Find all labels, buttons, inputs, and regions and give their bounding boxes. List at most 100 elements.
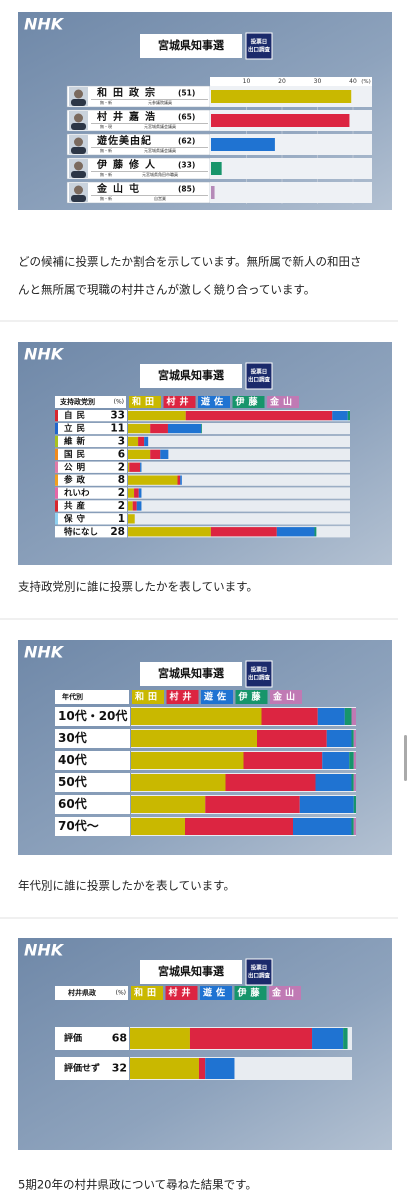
bar-segment xyxy=(150,449,161,459)
unit-label: (%) xyxy=(116,990,126,997)
bar-track xyxy=(210,182,372,203)
bar-segment xyxy=(180,475,182,485)
bar-segment xyxy=(128,411,186,421)
photo-head xyxy=(74,137,83,147)
candidate-name: 伊藤修人 xyxy=(96,158,161,171)
x-tick-label: 40 xyxy=(349,78,357,85)
bar-segment xyxy=(138,436,145,447)
bar-segment xyxy=(326,730,352,747)
bar-segment xyxy=(177,475,181,485)
row-value: 32 xyxy=(112,1062,127,1075)
row-value: 11 xyxy=(110,423,125,435)
party-strip xyxy=(55,474,58,486)
bar-segment xyxy=(130,1028,190,1049)
group-header: 支持政党別 xyxy=(59,397,95,406)
bar-segment xyxy=(353,774,356,791)
badge xyxy=(245,958,273,986)
bar-segment xyxy=(243,752,323,769)
bar-segment xyxy=(312,1028,344,1049)
bar-segment xyxy=(261,708,318,725)
logo: NHK xyxy=(24,941,65,960)
legend-label: 遊佐 xyxy=(203,987,229,999)
party-strip xyxy=(55,513,58,525)
x-tick-label: 10 xyxy=(243,78,251,85)
bar-segment xyxy=(130,1058,199,1079)
legend-label: 遊佐 xyxy=(204,691,230,703)
caption: 年代別に誰に投票したかを表しています。 xyxy=(18,879,235,893)
row-label: れいわ xyxy=(64,489,90,499)
legend-swatch xyxy=(201,690,233,704)
row-label-box xyxy=(55,729,130,748)
row-label: 40代 xyxy=(58,752,87,767)
row-label: 特になし xyxy=(64,526,98,537)
bar-segment xyxy=(128,462,130,472)
bar-segment xyxy=(343,1028,348,1049)
bar-segment xyxy=(344,708,352,725)
bar-segment xyxy=(347,411,350,421)
photo-body xyxy=(71,147,86,154)
legend-label: 和田 xyxy=(134,691,161,703)
bar-segment xyxy=(315,774,352,791)
candidate-name: 和田政宗 xyxy=(96,86,161,99)
badge-text: 投票日 xyxy=(251,964,268,972)
header-box xyxy=(55,690,129,704)
bar-segment xyxy=(351,774,354,791)
legend-label: 村井 xyxy=(166,396,192,408)
bar-segment xyxy=(353,818,356,835)
row-label: 60代 xyxy=(58,796,87,811)
legend-label: 金山 xyxy=(269,396,296,408)
candidate-age: (62) xyxy=(178,137,195,146)
photo-body xyxy=(71,195,86,202)
row-label-box xyxy=(55,817,130,836)
title-box xyxy=(140,662,242,686)
bar-segment xyxy=(293,818,352,835)
row-label-box xyxy=(55,448,127,460)
legend-swatch xyxy=(163,396,196,408)
bar-segment xyxy=(210,527,277,537)
bar-segment xyxy=(353,752,356,769)
legend-label: 和田 xyxy=(131,396,158,408)
row-value: 1 xyxy=(118,513,125,525)
row-label: 維新 xyxy=(64,436,89,447)
row-label: 公明 xyxy=(64,463,89,473)
bar-segment xyxy=(201,423,202,434)
row-label-box xyxy=(55,487,127,499)
candidate-career: 元宮城県角田市職員 xyxy=(142,171,178,177)
chart-title: 宮城県知事選 xyxy=(158,666,224,680)
badge-text: 投票日 xyxy=(251,38,268,46)
bar-segment xyxy=(144,436,149,447)
legend-swatch xyxy=(269,986,301,1000)
logo: NHK xyxy=(24,345,65,364)
badge-text: 出口調査 xyxy=(248,46,271,54)
bar-segment xyxy=(322,752,350,769)
row-label-box xyxy=(55,500,127,512)
bar-track xyxy=(128,487,350,499)
bar-segment xyxy=(314,527,317,537)
candidate-career: 元宮城県議会議員 xyxy=(144,123,176,129)
row-label-box xyxy=(55,422,127,435)
badge xyxy=(245,660,273,688)
chart-title: 宮城県知事選 xyxy=(158,368,224,382)
chart-title: 宮城県知事選 xyxy=(158,964,224,978)
bar-segment xyxy=(128,423,151,434)
badge-text: 出口調査 xyxy=(248,972,271,980)
bar-segment xyxy=(189,1028,313,1049)
x-tick-label: 30 xyxy=(314,78,322,85)
bar-segment xyxy=(128,436,139,447)
legend-swatch xyxy=(165,986,198,1000)
row-label-box xyxy=(55,1027,129,1050)
candidate-age: (85) xyxy=(178,185,195,194)
candidate-status: 無・新 xyxy=(100,171,112,177)
bar-track xyxy=(128,435,350,448)
row-label-box xyxy=(55,707,130,726)
bar-segment xyxy=(136,501,142,511)
bar-segment xyxy=(353,730,356,747)
row-label: 国民 xyxy=(64,449,89,460)
candidate-status: 無・新 xyxy=(100,147,112,153)
row-label-box xyxy=(55,526,127,538)
badge xyxy=(245,362,273,390)
candidate-age: (33) xyxy=(178,161,195,170)
